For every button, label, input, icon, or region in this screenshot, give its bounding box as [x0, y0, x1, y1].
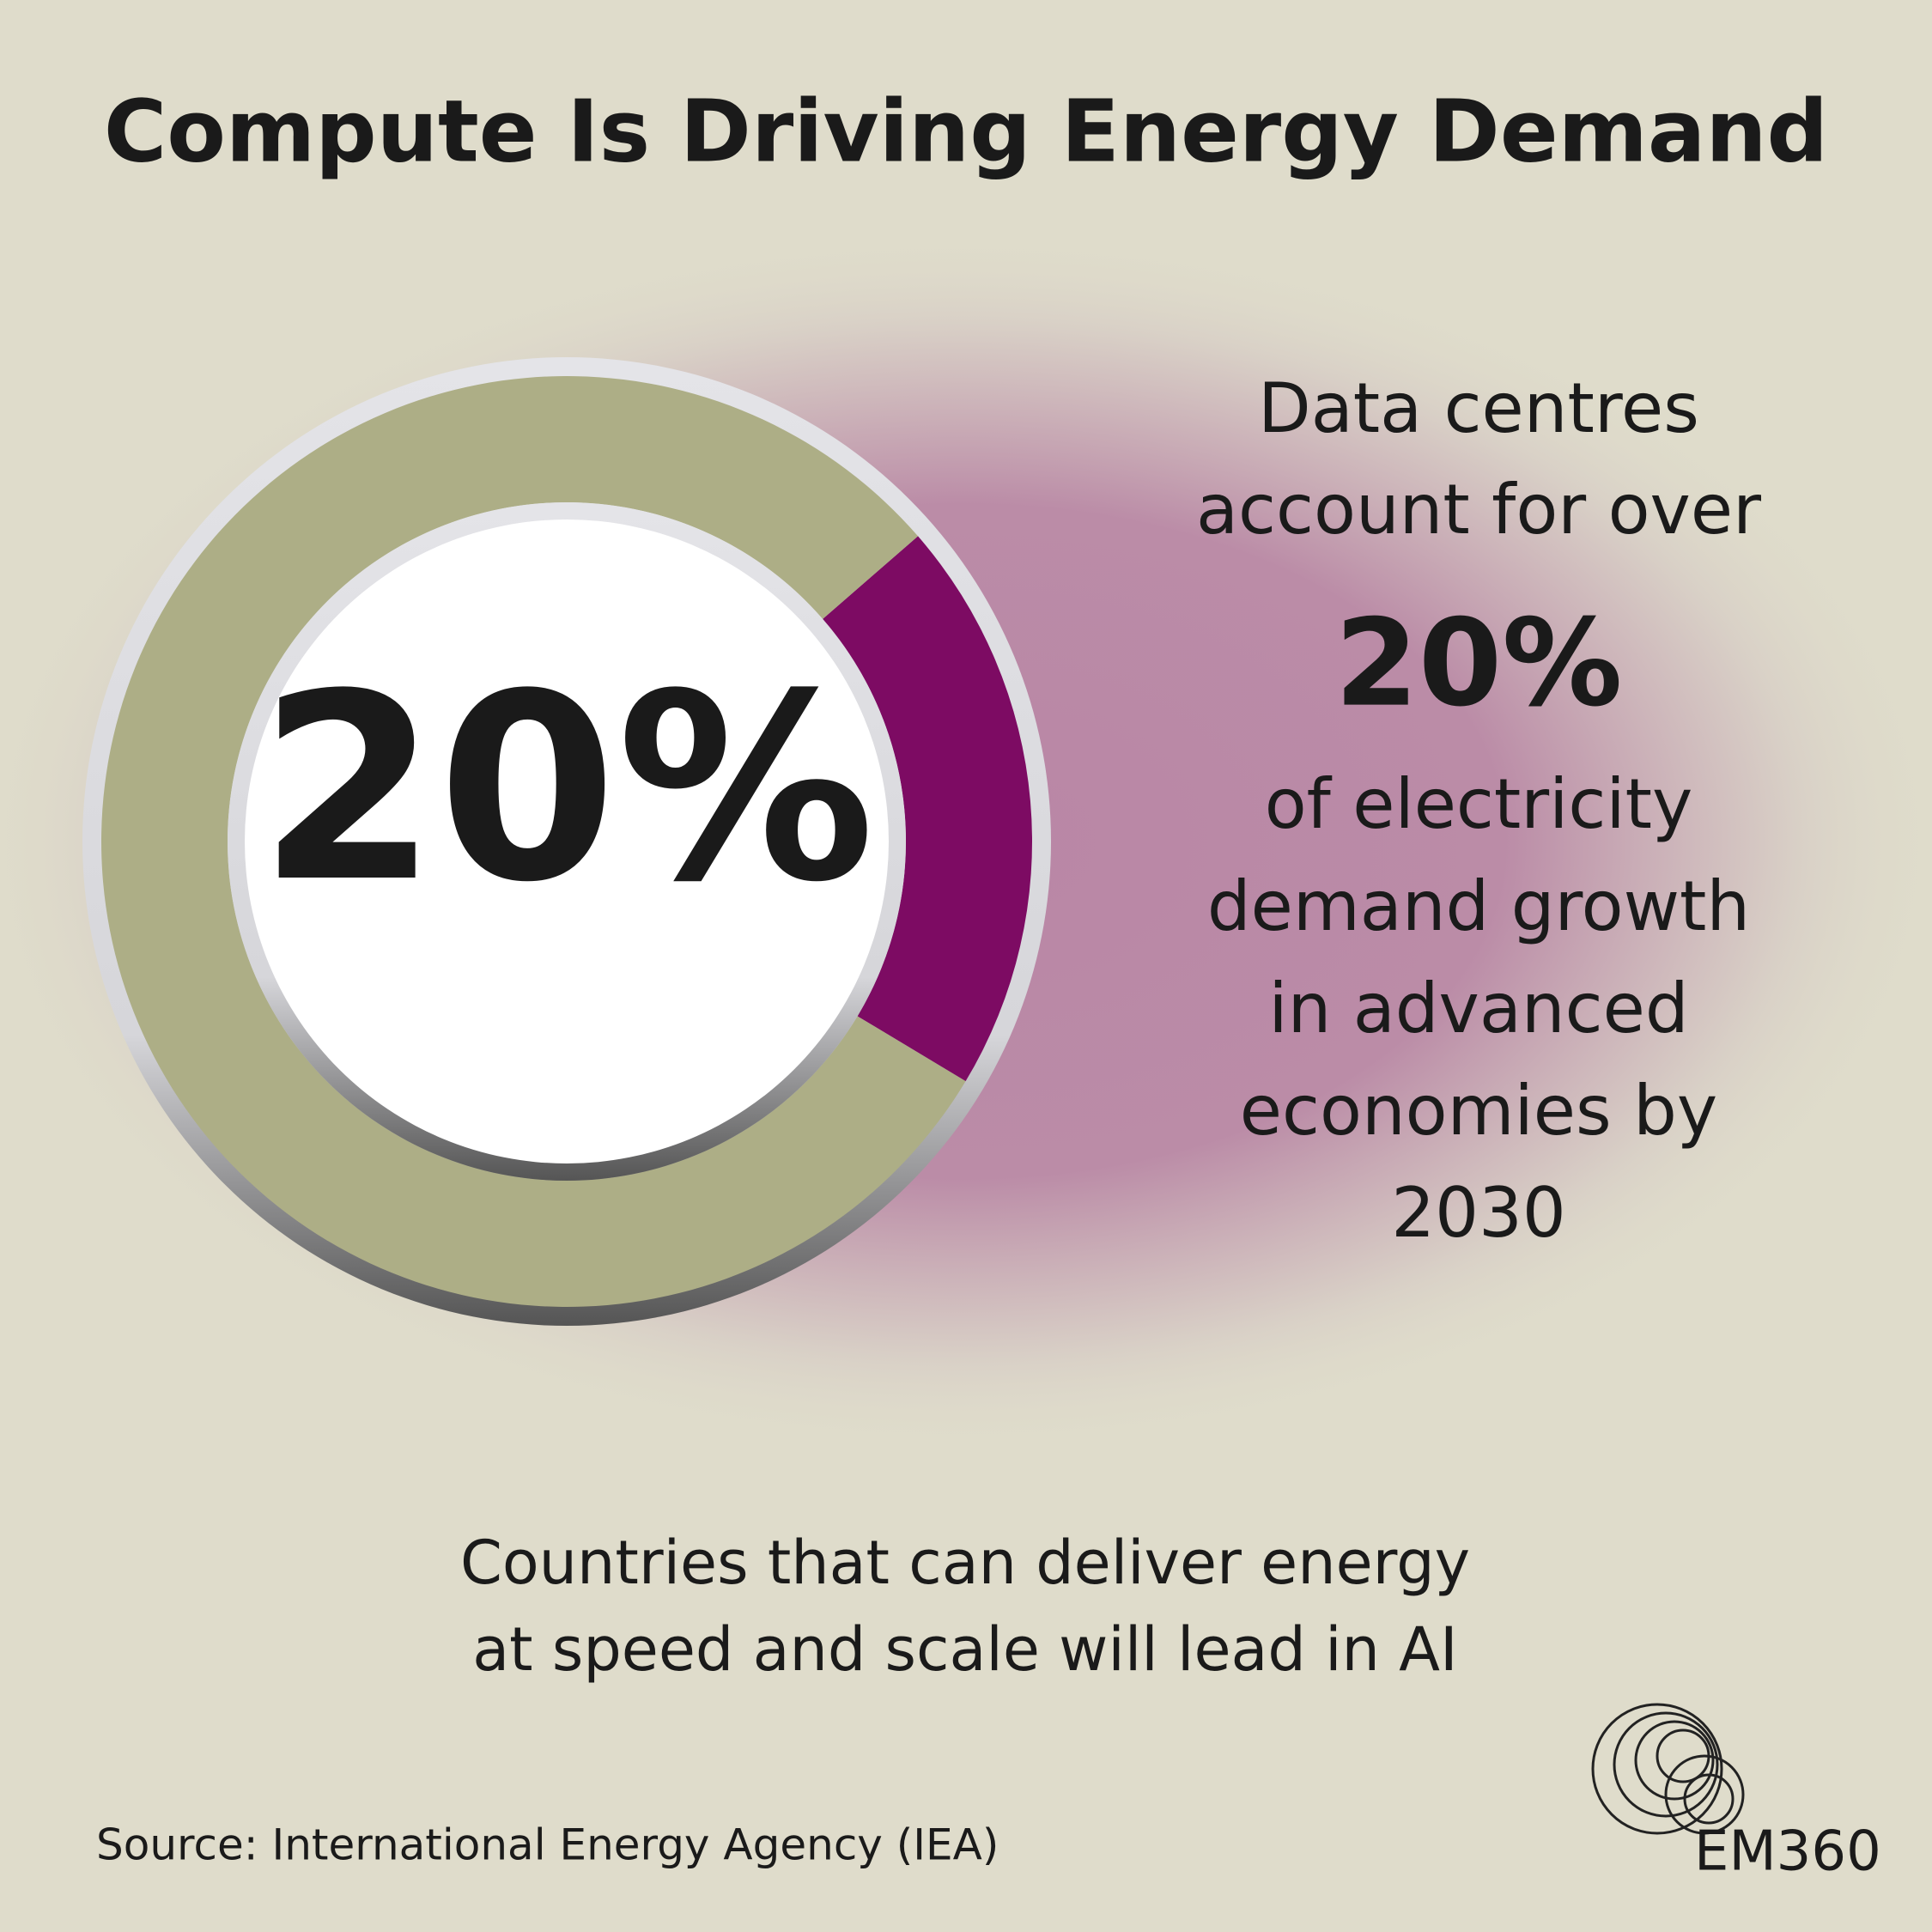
center-label: 20% — [258, 639, 875, 939]
center-disc — [245, 519, 889, 1163]
logo: EM360 — [1694, 1820, 1881, 1884]
callout-line: in advanced — [1268, 969, 1688, 1048]
statement: Countries that can deliver energy at spee… — [460, 1528, 1470, 1685]
callout-line: demand growth — [1207, 866, 1750, 946]
callout: Data centres account for over of electrici… — [1196, 368, 1761, 1253]
statement-line: at speed and scale will lead in AI — [472, 1614, 1457, 1685]
callout-line: of electricity — [1265, 764, 1693, 844]
logo-mark — [1591, 1703, 1745, 1835]
donut — [101, 376, 1032, 1308]
callout-line: Data centres — [1258, 368, 1699, 448]
callout-line: economies by — [1240, 1071, 1717, 1151]
donut-segment — [823, 536, 1032, 1082]
callout-figure: 20% — [1334, 594, 1622, 734]
callout-line: account for over — [1196, 470, 1761, 550]
callout-line: 2030 — [1391, 1173, 1566, 1253]
donut-segment — [101, 376, 966, 1308]
title: Compute Is Driving Energy Demand — [104, 81, 1828, 181]
source: Source: International Energy Agency (IEA… — [96, 1820, 999, 1870]
statement-line: Countries that can deliver energy — [460, 1528, 1470, 1598]
